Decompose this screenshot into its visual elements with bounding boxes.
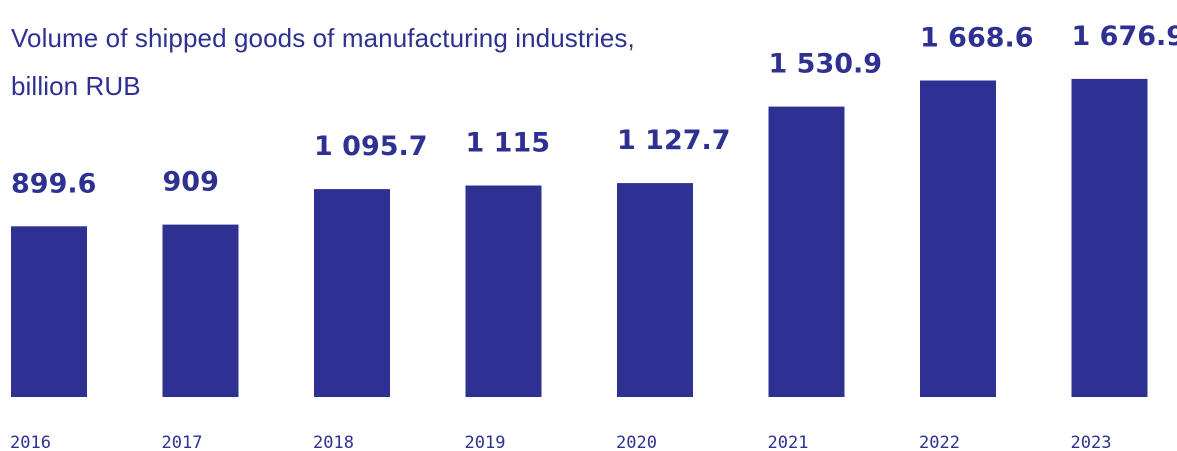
category-label-2020: 2020	[616, 433, 657, 451]
category-label-2017: 2017	[162, 433, 203, 451]
bar-2023	[1071, 78, 1148, 398]
bar-2019	[465, 185, 542, 397]
value-label-2016: 899.6	[11, 168, 96, 199]
value-label-2017: 909	[163, 167, 219, 198]
chart-subtitle: billion RUB	[11, 71, 141, 101]
bar-2021	[768, 106, 845, 397]
category-label-2018: 2018	[313, 433, 354, 451]
category-label-2022: 2022	[919, 433, 960, 451]
category-label-2023: 2023	[1071, 433, 1112, 451]
value-label-2020: 1 127.7	[617, 125, 731, 156]
value-label-2019: 1 115	[466, 128, 551, 159]
category-label-2021: 2021	[768, 433, 809, 451]
value-label-2023: 1 676.9	[1072, 21, 1177, 52]
bar-2016	[11, 226, 87, 397]
bars-layer	[11, 78, 1148, 398]
value-label-2022: 1 668.6	[920, 23, 1034, 54]
value-labels-layer: 899.6 909 1 095.7 1 115 1 127.7 1 530.9 1 668.…	[11, 21, 1177, 199]
value-label-2021: 1 530.9	[769, 49, 883, 80]
value-label-2018: 1 095.7	[314, 131, 428, 162]
bar-2017	[162, 224, 239, 397]
bar-2020	[617, 183, 693, 397]
bar-2018	[314, 189, 390, 397]
category-label-2019: 2019	[465, 433, 506, 451]
chart-title-block: Volume of shipped goods of manufacturing…	[11, 14, 731, 110]
category-label-2016: 2016	[10, 433, 51, 451]
category-labels-layer: 2016 2017 2018 2019 2020 2021 2022 2023	[10, 433, 1111, 451]
chart-title: Volume of shipped goods of manufacturing…	[11, 23, 635, 53]
bar-2022	[920, 80, 996, 397]
